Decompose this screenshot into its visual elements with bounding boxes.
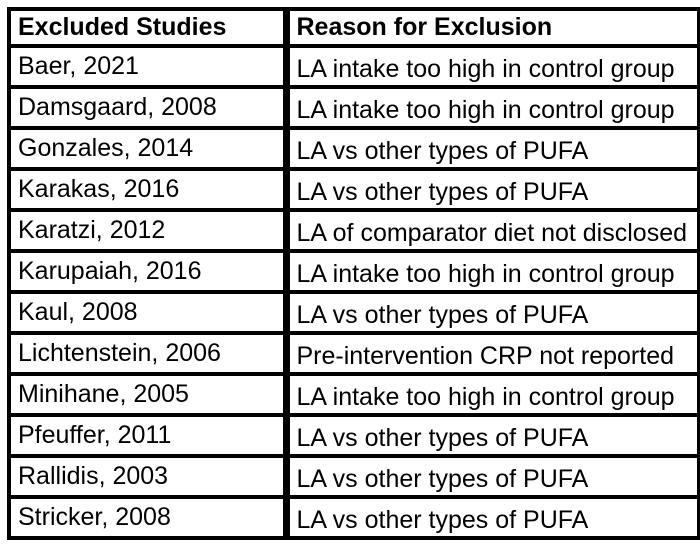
- study-label: Rallidis, 2003: [18, 462, 169, 490]
- table-row: Damsgaard, 2008 LA intake too high in co…: [7, 85, 700, 130]
- reason-cell: LA intake too high in control group: [284, 372, 700, 417]
- reason-cell: LA intake too high in control group: [284, 249, 700, 294]
- column-header-reason-for-exclusion: Reason for Exclusion: [284, 7, 700, 48]
- table-row: Kaul, 2008 LA vs other types of PUFA: [7, 290, 700, 335]
- reason-label: LA intake too high in control group: [296, 260, 675, 288]
- table-row: Gonzales, 2014 LA vs other types of PUFA: [7, 126, 700, 171]
- table-row: Karakas, 2016 LA vs other types of PUFA: [7, 167, 700, 212]
- reason-label: LA vs other types of PUFA: [296, 301, 589, 329]
- study-label: Karupaiah, 2016: [18, 257, 202, 285]
- reason-label: LA vs other types of PUFA: [296, 465, 589, 493]
- study-label: Kaul, 2008: [18, 298, 138, 326]
- study-label: Minihane, 2005: [18, 380, 189, 408]
- table-row: Karupaiah, 2016 LA intake too high in co…: [7, 249, 700, 294]
- table-row: Karatzi, 2012 LA of comparator diet not …: [7, 208, 700, 253]
- study-cell: Stricker, 2008: [7, 495, 290, 540]
- reason-cell: LA vs other types of PUFA: [284, 290, 700, 335]
- reason-cell: LA intake too high in control group: [284, 44, 700, 89]
- reason-label: LA vs other types of PUFA: [296, 137, 589, 165]
- reason-label: LA intake too high in control group: [296, 96, 675, 124]
- study-label: Karatzi, 2012: [18, 216, 166, 244]
- study-cell: Lichtenstein, 2006: [7, 331, 290, 376]
- reason-label: LA vs other types of PUFA: [296, 424, 589, 452]
- column-header-excluded-studies: Excluded Studies: [7, 7, 290, 48]
- reason-cell: LA vs other types of PUFA: [284, 413, 700, 458]
- table-row: Pfeuffer, 2011 LA vs other types of PUFA: [7, 413, 700, 458]
- reason-cell: LA intake too high in control group: [284, 85, 700, 130]
- study-cell: Pfeuffer, 2011: [7, 413, 290, 458]
- study-label: Gonzales, 2014: [18, 134, 194, 162]
- study-label: Karakas, 2016: [18, 175, 180, 203]
- reason-label: LA intake too high in control group: [296, 55, 675, 83]
- reason-cell: LA vs other types of PUFA: [284, 454, 700, 499]
- study-cell: Kaul, 2008: [7, 290, 290, 335]
- reason-label: LA vs other types of PUFA: [296, 178, 589, 206]
- table-header-row: Excluded Studies Reason for Exclusion: [7, 7, 700, 48]
- study-cell: Karupaiah, 2016: [7, 249, 290, 294]
- reason-cell: LA vs other types of PUFA: [284, 167, 700, 212]
- reason-label: Pre-intervention CRP not reported: [296, 342, 675, 370]
- study-label: Pfeuffer, 2011: [18, 421, 172, 449]
- table-row: Lichtenstein, 2006 Pre-intervention CRP …: [7, 331, 700, 376]
- study-cell: Karatzi, 2012: [7, 208, 290, 253]
- reason-cell: Pre-intervention CRP not reported: [284, 331, 700, 376]
- study-cell: Gonzales, 2014: [7, 126, 290, 171]
- study-cell: Baer, 2021: [7, 44, 290, 89]
- study-cell: Karakas, 2016: [7, 167, 290, 212]
- reason-label: LA vs other types of PUFA: [296, 506, 589, 534]
- reason-label: LA intake too high in control group: [296, 383, 675, 411]
- header-label: Excluded Studies: [18, 13, 227, 41]
- excluded-studies-table: Excluded Studies Reason for Exclusion Ba…: [7, 7, 700, 540]
- header-label: Reason for Exclusion: [296, 13, 553, 41]
- reason-label: LA of comparator diet not disclosed: [296, 219, 688, 247]
- study-label: Lichtenstein, 2006: [18, 339, 221, 367]
- table-row: Rallidis, 2003 LA vs other types of PUFA: [7, 454, 700, 499]
- reason-cell: LA vs other types of PUFA: [284, 495, 700, 540]
- study-label: Stricker, 2008: [18, 503, 171, 531]
- study-cell: Damsgaard, 2008: [7, 85, 290, 130]
- study-cell: Minihane, 2005: [7, 372, 290, 417]
- reason-cell: LA vs other types of PUFA: [284, 126, 700, 171]
- table-row: Stricker, 2008 LA vs other types of PUFA: [7, 495, 700, 540]
- study-label: Baer, 2021: [18, 52, 139, 80]
- table-row: Baer, 2021 LA intake too high in control…: [7, 44, 700, 89]
- table-row: Minihane, 2005 LA intake too high in con…: [7, 372, 700, 417]
- study-label: Damsgaard, 2008: [18, 93, 217, 121]
- study-cell: Rallidis, 2003: [7, 454, 290, 499]
- reason-cell: LA of comparator diet not disclosed: [284, 208, 700, 253]
